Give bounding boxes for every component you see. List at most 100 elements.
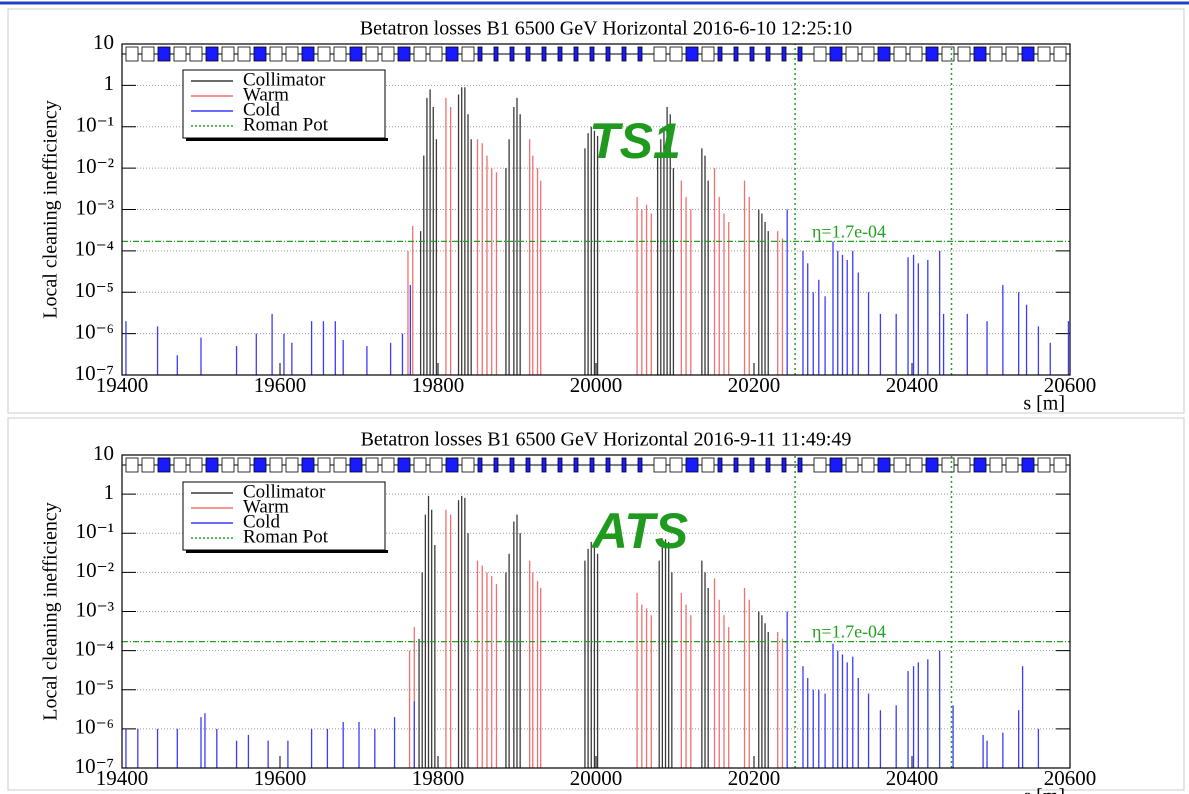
y-tick-label: 10 bbox=[93, 441, 114, 465]
lattice-element bbox=[845, 457, 859, 473]
x-axis-label: s [m] bbox=[1023, 786, 1065, 794]
lattice-element bbox=[381, 457, 395, 473]
lattice-element bbox=[669, 46, 683, 62]
annotation: ATS bbox=[590, 503, 688, 559]
lattice-element bbox=[509, 46, 515, 62]
x-tick-label: 20200 bbox=[728, 373, 781, 397]
lattice-element bbox=[733, 46, 739, 62]
x-tick-label: 19600 bbox=[254, 373, 307, 397]
lattice-element bbox=[909, 457, 923, 473]
lattice-element bbox=[1005, 46, 1019, 62]
lattice-element bbox=[957, 46, 971, 62]
lattice-element bbox=[349, 46, 363, 62]
lattice-element bbox=[125, 457, 139, 473]
lattice-element bbox=[861, 457, 875, 473]
x-tick-label: 20400 bbox=[886, 766, 939, 790]
y-tick-label: 10⁻⁵ bbox=[75, 676, 114, 700]
lattice-element bbox=[429, 46, 443, 62]
lattice-element bbox=[237, 46, 251, 62]
lattice-element bbox=[1021, 457, 1035, 473]
lattice-element bbox=[621, 46, 627, 62]
lattice-element bbox=[653, 46, 667, 62]
lattice-element bbox=[813, 46, 827, 62]
legend-label: Collimator bbox=[243, 481, 326, 502]
x-axis-label: s [m] bbox=[1023, 393, 1065, 415]
lattice-element bbox=[317, 457, 331, 473]
y-tick-label: 10⁻⁴ bbox=[75, 237, 114, 261]
lattice-element bbox=[365, 46, 379, 62]
lattice-element bbox=[893, 46, 907, 62]
lattice-element bbox=[637, 457, 643, 473]
y-tick-label: 1 bbox=[104, 480, 115, 504]
lattice-element bbox=[461, 46, 475, 62]
lattice-element bbox=[285, 46, 299, 62]
legend-label: Cold bbox=[243, 99, 280, 120]
lattice-element bbox=[829, 457, 843, 473]
lattice-element bbox=[429, 457, 443, 473]
lattice-element bbox=[1005, 457, 1019, 473]
lattice-element bbox=[541, 46, 547, 62]
lattice-element bbox=[541, 457, 547, 473]
lattice-element bbox=[669, 457, 683, 473]
lattice-element bbox=[253, 46, 267, 62]
lattice-element bbox=[701, 46, 715, 62]
y-tick-label: 10⁻⁵ bbox=[75, 278, 114, 302]
panel-frame bbox=[7, 417, 1185, 791]
lattice-element bbox=[189, 46, 203, 62]
lattice-element bbox=[413, 46, 427, 62]
x-tick-label: 19600 bbox=[254, 766, 307, 790]
y-tick-label: 10⁻¹ bbox=[76, 113, 114, 137]
lattice-element bbox=[925, 457, 939, 473]
lattice-element bbox=[909, 46, 923, 62]
legend-label: Warm bbox=[243, 84, 289, 105]
y-tick-label: 10⁻⁷ bbox=[75, 361, 114, 385]
lattice-element bbox=[349, 457, 363, 473]
lattice-element bbox=[477, 457, 483, 473]
x-tick-label: 20600 bbox=[1044, 373, 1097, 397]
lattice-element bbox=[893, 457, 907, 473]
y-tick-label: 10⁻³ bbox=[76, 597, 114, 621]
lattice-element bbox=[445, 457, 459, 473]
lattice-element bbox=[1037, 46, 1051, 62]
lattice-element bbox=[765, 46, 771, 62]
lattice-element bbox=[573, 46, 579, 62]
lattice-element bbox=[989, 457, 1003, 473]
lattice-element bbox=[205, 457, 219, 473]
y-axis-label: Local cleaning inefficiency bbox=[40, 502, 62, 720]
y-tick-label: 10⁻¹ bbox=[76, 519, 114, 543]
y-axis-label: Local cleaning inefficiency bbox=[40, 100, 62, 318]
lattice-element bbox=[157, 457, 171, 473]
lattice-element bbox=[941, 457, 955, 473]
x-tick-label: 19800 bbox=[412, 766, 465, 790]
x-tick-label: 20000 bbox=[570, 373, 623, 397]
lattice-element bbox=[717, 46, 723, 62]
legend-shadow bbox=[186, 138, 388, 141]
lattice-element bbox=[397, 46, 411, 62]
annotation: TS1 bbox=[589, 113, 681, 169]
chart-title: Betatron losses B1 6500 GeV Horizontal 2… bbox=[360, 18, 852, 40]
lattice-element bbox=[925, 46, 939, 62]
lattice-element bbox=[781, 457, 787, 473]
lattice-element bbox=[877, 457, 891, 473]
lattice-element bbox=[557, 457, 563, 473]
lattice-element bbox=[1037, 457, 1051, 473]
lattice-element bbox=[493, 46, 499, 62]
lattice-element bbox=[125, 46, 139, 62]
lattice-element bbox=[285, 457, 299, 473]
y-tick-label: 1 bbox=[104, 71, 115, 95]
y-tick-label: 10⁻⁶ bbox=[75, 715, 114, 739]
lattice-element bbox=[381, 46, 395, 62]
lattice-element bbox=[1053, 457, 1067, 473]
lattice-element bbox=[221, 46, 235, 62]
x-tick-label: 20600 bbox=[1044, 766, 1097, 790]
x-tick-label: 19800 bbox=[412, 373, 465, 397]
chart-title: Betatron losses B1 6500 GeV Horizontal 2… bbox=[361, 429, 852, 451]
x-tick-label: 19400 bbox=[96, 373, 149, 397]
lattice-element bbox=[317, 46, 331, 62]
lattice-element bbox=[845, 46, 859, 62]
lattice-element bbox=[973, 46, 987, 62]
lattice-element bbox=[813, 457, 827, 473]
lattice-element bbox=[1021, 46, 1035, 62]
y-tick-label: 10⁻⁷ bbox=[75, 754, 114, 778]
